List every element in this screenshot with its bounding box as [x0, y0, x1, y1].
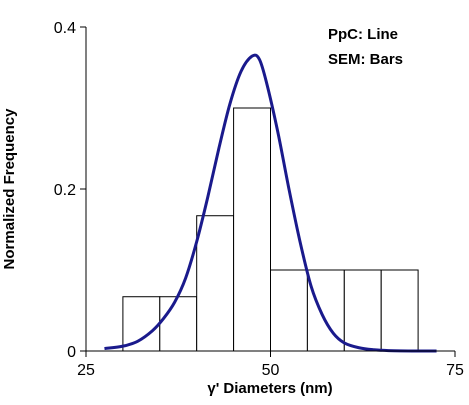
histogram-bar-2 [196, 215, 235, 352]
x-tick-label: 75 [446, 362, 464, 379]
x-tick-label: 50 [262, 362, 280, 379]
x-ticks-group: 25 50 75 [77, 351, 464, 379]
x-tick-label: 25 [77, 362, 95, 379]
x-axis-title: γ' Diameters (nm) [207, 380, 332, 397]
histogram-bar-6 [343, 269, 382, 352]
histogram-bar-7 [380, 269, 419, 352]
histogram-bar-4 [270, 269, 308, 352]
y-tick-label: 0 [67, 344, 76, 361]
histogram-bar-0 [122, 296, 161, 352]
ppc-line-series [104, 53, 437, 353]
y-axis-title: Normalized Frequency [1, 108, 18, 270]
y-tick-label: 0.4 [54, 20, 76, 37]
annotation-ppc-line: PpC: Line [328, 26, 398, 43]
histogram-bar-3 [233, 107, 272, 352]
annotation-sem-bars: SEM: Bars [328, 51, 403, 68]
y-tick-label: 0.2 [54, 182, 76, 199]
histogram-bar-1 [159, 296, 198, 352]
y-ticks-group: 0 0.2 0.4 [54, 20, 86, 361]
